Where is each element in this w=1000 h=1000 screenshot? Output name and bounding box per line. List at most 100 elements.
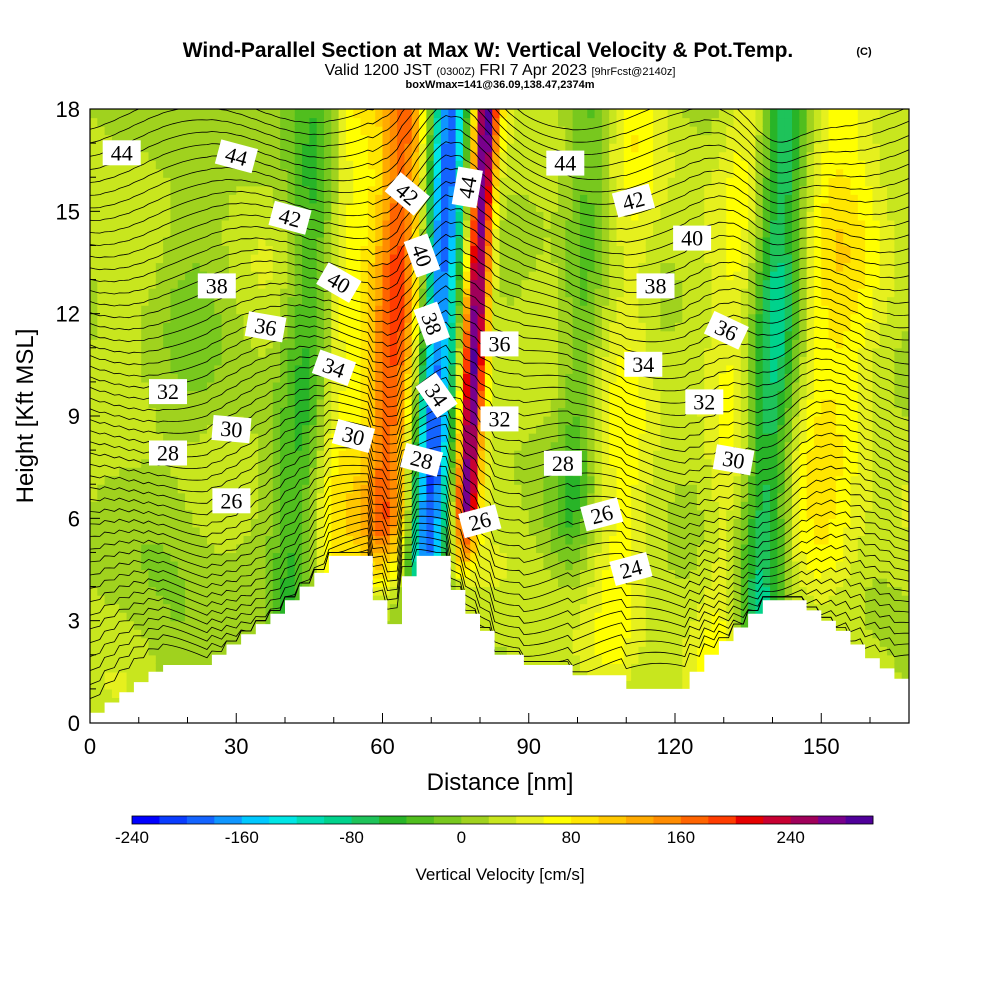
velocity-cell	[441, 134, 449, 144]
velocity-cell	[579, 484, 588, 494]
velocity-cell	[331, 407, 340, 417]
velocity-cell	[338, 390, 347, 400]
velocity-cell	[177, 194, 186, 204]
velocity-cell	[375, 509, 384, 519]
velocity-cell	[382, 177, 391, 187]
velocity-cell	[111, 398, 120, 409]
velocity-cell	[170, 612, 179, 622]
velocity-cell	[133, 202, 142, 212]
velocity-cell	[243, 228, 252, 238]
velocity-cell	[185, 109, 193, 119]
velocity-cell	[97, 603, 106, 613]
velocity-cell	[97, 126, 106, 136]
velocity-cell	[521, 560, 530, 571]
velocity-cell	[119, 595, 128, 605]
velocity-cell	[302, 373, 310, 383]
velocity-cell	[90, 552, 98, 562]
velocity-cell	[514, 177, 523, 187]
velocity-cell	[462, 535, 471, 545]
velocity-cell	[236, 245, 245, 255]
velocity-cell	[382, 262, 391, 272]
velocity-cell	[199, 373, 208, 383]
velocity-cell	[199, 586, 208, 596]
velocity-cell	[441, 509, 449, 519]
velocity-cell	[470, 543, 479, 554]
velocity-cell	[236, 253, 245, 264]
velocity-cell	[433, 518, 442, 528]
velocity-cell	[309, 560, 318, 571]
velocity-cell	[294, 373, 303, 383]
velocity-cell	[207, 586, 215, 596]
velocity-cell	[558, 126, 566, 136]
velocity-cell	[506, 578, 515, 588]
velocity-cell	[499, 356, 508, 366]
velocity-cell	[419, 288, 427, 298]
velocity-cell	[514, 160, 523, 170]
velocity-cell	[90, 288, 98, 298]
velocity-cell	[207, 134, 215, 144]
velocity-cell	[258, 569, 267, 579]
velocity-cell	[236, 578, 245, 588]
velocity-cell	[90, 578, 98, 588]
velocity-cell	[258, 501, 267, 511]
velocity-cell	[558, 612, 566, 622]
velocity-cell	[477, 194, 486, 204]
velocity-cell	[536, 339, 544, 349]
velocity-cell	[111, 509, 120, 519]
velocity-cell	[111, 492, 120, 502]
velocity-cell	[155, 347, 164, 357]
velocity-cell	[287, 177, 296, 187]
velocity-cell	[185, 347, 193, 357]
velocity-cell	[579, 475, 588, 485]
velocity-cell	[111, 646, 120, 656]
velocity-cell	[492, 313, 501, 323]
velocity-cell	[141, 416, 150, 426]
velocity-cell	[594, 552, 603, 562]
velocity-cell	[536, 560, 544, 571]
velocity-cell	[550, 381, 559, 392]
velocity-cell	[185, 543, 193, 554]
velocity-cell	[228, 364, 237, 374]
velocity-cell	[536, 543, 544, 554]
velocity-cell	[455, 433, 464, 443]
velocity-cell	[126, 356, 135, 366]
velocity-cell	[477, 211, 486, 221]
velocity-cell	[521, 492, 530, 502]
velocity-cell	[441, 467, 449, 477]
velocity-cell	[499, 578, 508, 588]
velocity-cell	[572, 407, 581, 417]
velocity-cell	[579, 407, 588, 417]
velocity-cell	[455, 245, 464, 255]
velocity-cell	[360, 202, 369, 212]
velocity-cell	[565, 509, 574, 519]
velocity-cell	[477, 262, 486, 272]
velocity-cell	[470, 552, 479, 562]
velocity-cell	[579, 612, 588, 622]
velocity-cell	[419, 160, 427, 170]
velocity-cell	[499, 543, 508, 554]
velocity-cell	[126, 330, 135, 340]
velocity-cell	[382, 364, 391, 374]
velocity-cell	[382, 552, 391, 562]
velocity-cell	[550, 629, 559, 639]
velocity-cell	[133, 543, 142, 554]
velocity-cell	[228, 339, 237, 349]
velocity-cell	[185, 373, 193, 383]
velocity-cell	[506, 629, 515, 639]
velocity-cell	[302, 356, 310, 366]
velocity-cell	[126, 279, 135, 289]
velocity-cell	[579, 236, 588, 247]
velocity-cell	[90, 620, 98, 630]
velocity-cell	[499, 271, 508, 281]
velocity-cell	[448, 509, 457, 519]
velocity-cell	[324, 160, 332, 170]
velocity-cell	[170, 433, 179, 443]
velocity-cell	[236, 126, 245, 136]
velocity-cell	[536, 347, 544, 357]
velocity-cell	[331, 390, 340, 400]
velocity-cell	[104, 177, 113, 187]
velocity-cell	[133, 168, 142, 178]
velocity-cell	[141, 390, 150, 400]
velocity-cell	[448, 160, 457, 170]
velocity-cell	[367, 151, 376, 161]
